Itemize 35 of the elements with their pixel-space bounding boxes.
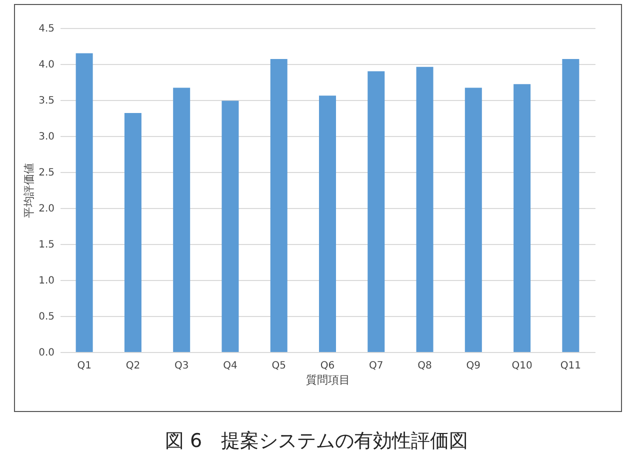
y-tick-label: 2.5 xyxy=(38,168,54,178)
x-tick-label: Q9 xyxy=(466,360,481,372)
bar xyxy=(464,88,482,352)
x-tick-label: Q1 xyxy=(77,360,92,372)
bar xyxy=(222,100,239,352)
x-tick-label: Q10 xyxy=(512,360,532,372)
bar xyxy=(76,53,93,352)
y-tick-label: 2.0 xyxy=(38,204,54,214)
y-tick-label: 4.5 xyxy=(38,24,54,34)
bar xyxy=(368,71,385,352)
y-tick-label: 3.5 xyxy=(38,96,54,106)
x-tick-label: Q4 xyxy=(223,360,238,372)
bar xyxy=(173,88,190,352)
x-tick-label: Q8 xyxy=(418,360,432,372)
x-axis-title: 質問項目 xyxy=(306,374,350,386)
y-tick-label: 0.0 xyxy=(38,348,54,358)
y-tick-label: 3.0 xyxy=(38,132,54,142)
x-tick-label: Q6 xyxy=(320,360,335,372)
bar xyxy=(124,112,142,352)
bar xyxy=(416,66,434,352)
x-tick-label: Q3 xyxy=(174,360,189,372)
caption: 図 6 提案システムの有効性評価図 xyxy=(164,429,470,454)
bar xyxy=(270,58,288,352)
y-tick-label: 1.0 xyxy=(38,276,54,286)
y-tick-label: 1.5 xyxy=(38,240,54,250)
x-tick-label: Q2 xyxy=(126,360,140,372)
y-tick-label: 0.5 xyxy=(38,312,54,322)
x-tick-label: Q11 xyxy=(560,360,581,372)
bar xyxy=(514,84,531,352)
x-tick-label: Q5 xyxy=(272,360,286,372)
bar xyxy=(319,96,336,352)
y-tick-label: 4.0 xyxy=(38,60,54,70)
y-axis-title: 平均評価値 xyxy=(22,163,36,218)
bar xyxy=(562,58,580,352)
x-tick-label: Q7 xyxy=(369,360,384,372)
